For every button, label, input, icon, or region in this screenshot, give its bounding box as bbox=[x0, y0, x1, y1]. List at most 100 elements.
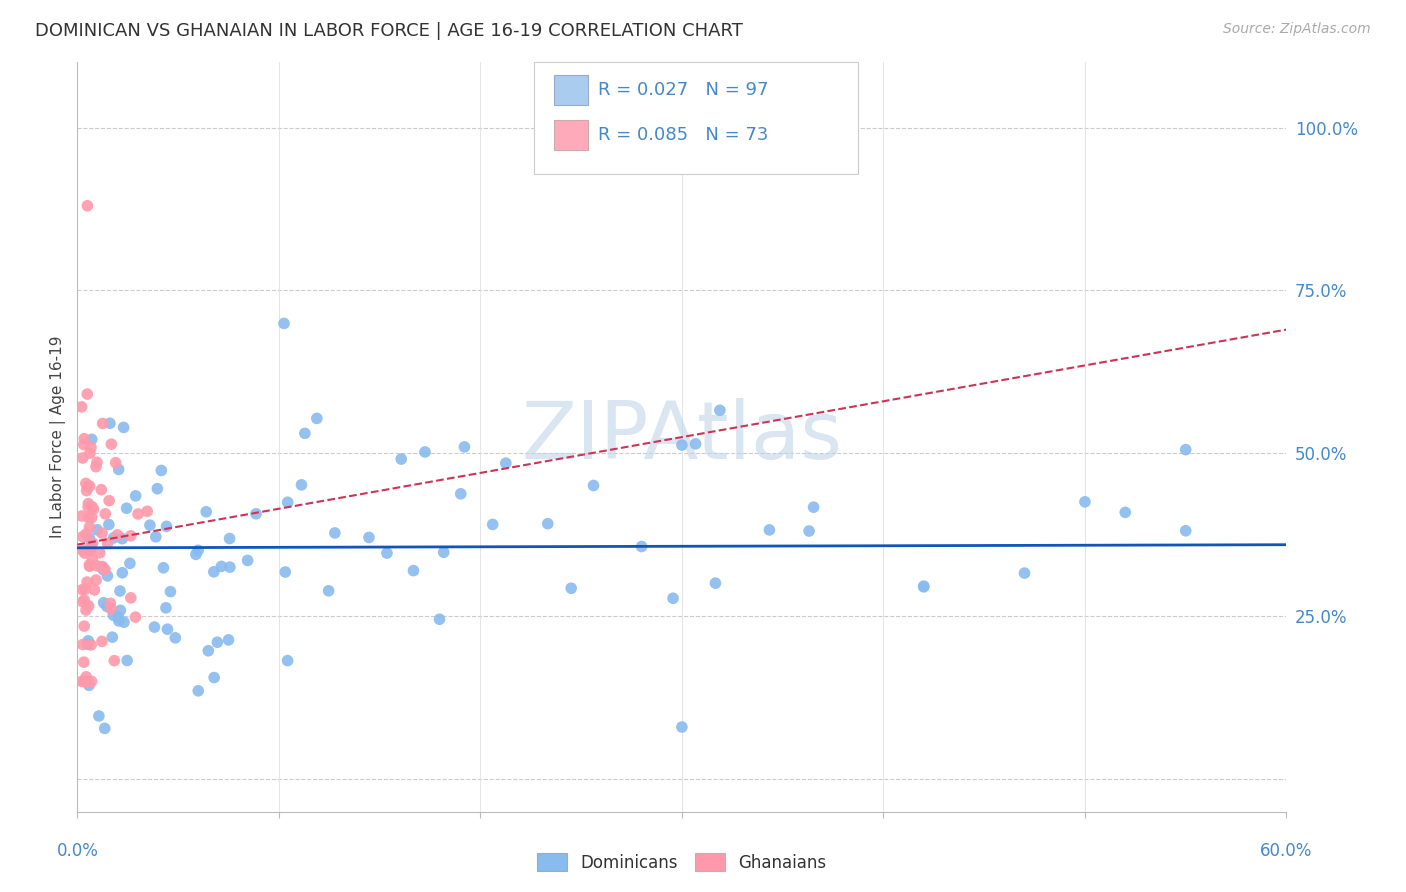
Point bbox=[89, 546, 111, 560]
Point bbox=[495, 456, 517, 470]
Point bbox=[100, 437, 122, 451]
Point bbox=[80, 537, 103, 551]
Point bbox=[77, 599, 100, 613]
Point bbox=[685, 437, 707, 451]
Point bbox=[79, 558, 101, 572]
Point bbox=[77, 674, 100, 689]
Point bbox=[112, 420, 135, 434]
Point bbox=[96, 569, 118, 583]
Point bbox=[87, 709, 110, 723]
Point bbox=[90, 483, 112, 497]
Point bbox=[72, 582, 94, 597]
Point bbox=[145, 530, 167, 544]
Point bbox=[96, 599, 118, 614]
Point bbox=[72, 543, 94, 558]
Point bbox=[80, 433, 103, 447]
Point bbox=[77, 500, 100, 514]
Point bbox=[86, 455, 108, 469]
Point bbox=[76, 479, 98, 493]
Point bbox=[82, 536, 104, 550]
Point bbox=[75, 527, 97, 541]
Point bbox=[76, 483, 98, 498]
Point bbox=[560, 581, 582, 595]
Point bbox=[236, 553, 259, 567]
Point bbox=[537, 516, 560, 531]
Point bbox=[108, 614, 131, 628]
Point bbox=[90, 560, 112, 574]
Point bbox=[662, 591, 685, 606]
Point bbox=[77, 633, 100, 648]
Point bbox=[453, 440, 475, 454]
Point bbox=[155, 600, 177, 615]
Point bbox=[79, 479, 101, 493]
Point bbox=[73, 437, 96, 451]
Text: 0.0%: 0.0% bbox=[56, 842, 98, 860]
Point bbox=[357, 531, 380, 545]
Point bbox=[139, 518, 162, 533]
Point bbox=[72, 638, 94, 652]
Point bbox=[273, 317, 295, 331]
Point bbox=[80, 441, 103, 455]
Point bbox=[402, 564, 425, 578]
Point bbox=[80, 510, 103, 524]
Point bbox=[671, 438, 693, 452]
Point bbox=[912, 579, 935, 593]
Point bbox=[75, 476, 97, 491]
Point bbox=[86, 558, 108, 573]
Text: R = 0.085   N = 73: R = 0.085 N = 73 bbox=[598, 126, 768, 144]
Point bbox=[1174, 524, 1197, 538]
Point bbox=[277, 654, 299, 668]
Point bbox=[582, 478, 605, 492]
Point bbox=[77, 510, 100, 524]
Point bbox=[84, 573, 107, 587]
Point bbox=[323, 525, 346, 540]
Point bbox=[709, 403, 731, 417]
Point bbox=[79, 559, 101, 574]
Point bbox=[1074, 495, 1097, 509]
Point bbox=[277, 495, 299, 509]
Point bbox=[82, 502, 104, 516]
Point bbox=[73, 593, 96, 607]
Point bbox=[146, 482, 169, 496]
Point bbox=[120, 529, 142, 543]
Point bbox=[1174, 442, 1197, 457]
Point bbox=[797, 524, 820, 538]
Point bbox=[100, 601, 122, 615]
Point bbox=[76, 637, 98, 651]
Point bbox=[450, 487, 472, 501]
Text: 60.0%: 60.0% bbox=[1260, 842, 1313, 860]
Point bbox=[318, 583, 340, 598]
Point bbox=[83, 582, 105, 597]
Point bbox=[118, 557, 141, 571]
Point bbox=[481, 517, 503, 532]
Point bbox=[77, 678, 100, 692]
Point bbox=[156, 622, 179, 636]
Point bbox=[82, 552, 104, 566]
Point bbox=[120, 591, 142, 605]
Point bbox=[1114, 505, 1136, 519]
Point bbox=[91, 417, 114, 431]
Point bbox=[108, 584, 131, 599]
Point bbox=[97, 517, 120, 532]
Point bbox=[184, 547, 207, 561]
Point bbox=[101, 630, 124, 644]
Point bbox=[209, 559, 232, 574]
Point bbox=[70, 400, 93, 414]
Point bbox=[758, 523, 780, 537]
Point bbox=[110, 603, 132, 617]
Text: Source: ZipAtlas.com: Source: ZipAtlas.com bbox=[1223, 22, 1371, 37]
Point bbox=[197, 644, 219, 658]
Point bbox=[115, 653, 138, 667]
Point bbox=[704, 576, 727, 591]
Point bbox=[219, 560, 242, 574]
Point bbox=[187, 543, 209, 558]
Point bbox=[218, 532, 240, 546]
Point bbox=[143, 620, 166, 634]
Point bbox=[75, 603, 97, 617]
Point bbox=[86, 523, 108, 537]
Point bbox=[1014, 566, 1036, 580]
Point bbox=[73, 619, 96, 633]
Point bbox=[207, 635, 229, 649]
Point bbox=[93, 563, 115, 577]
Point bbox=[73, 674, 96, 689]
